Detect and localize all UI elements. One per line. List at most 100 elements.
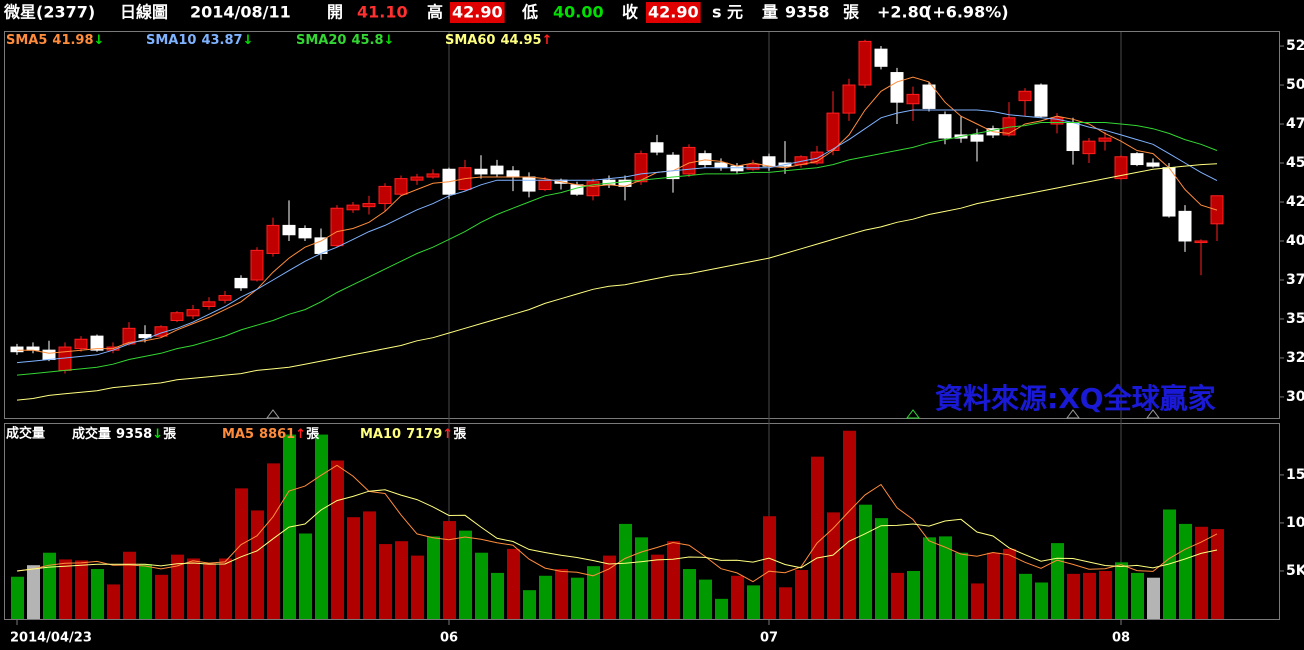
candle-body [410, 176, 424, 181]
legend-unit: 張 [306, 427, 320, 442]
x-tick-label: 2014/04/23 [10, 631, 92, 646]
header-text: +2.80 [877, 3, 930, 22]
x-tick-label: 08 [1112, 631, 1130, 646]
candle-body [170, 312, 184, 322]
panel-title: 成交量 [6, 426, 45, 442]
volume-bar [315, 434, 328, 619]
volume-bar [107, 584, 120, 619]
volume-bar [923, 537, 936, 619]
y-tick-label: 45 [1286, 155, 1304, 171]
legend-name: MA10 [360, 427, 401, 442]
x-tick-label: 07 [760, 631, 778, 646]
volume-bar [523, 590, 536, 619]
legend-unit: 張 [453, 427, 467, 442]
volume-bar [59, 559, 72, 619]
volume-bar [427, 536, 440, 619]
legend-name: SMA60 [445, 33, 495, 48]
legend-unit: 張 [163, 427, 177, 442]
volume-bar [891, 572, 904, 619]
volume-bar [187, 558, 200, 619]
candle-body [1034, 84, 1048, 117]
volume-bar [1131, 572, 1144, 619]
header-text: (+6.98%) [925, 3, 1009, 22]
header-text: 元 [727, 3, 743, 22]
candle-body [1178, 210, 1192, 242]
candle-body [1114, 156, 1128, 180]
volume-bar [1003, 548, 1016, 619]
volume-bar [571, 577, 584, 619]
header-text: 開 [327, 3, 343, 22]
volume-bar [203, 563, 216, 619]
candle-body [634, 153, 648, 183]
candle-body [874, 48, 888, 67]
volume-bar [875, 518, 888, 619]
legend-name: 成交量 [72, 426, 111, 442]
volume-bar [939, 536, 952, 619]
legend-entry: SMA60 44.95↑ [445, 33, 552, 48]
volume-bar [715, 598, 728, 619]
candle-body [346, 204, 360, 211]
sma-line [16, 163, 1218, 401]
candle-body [394, 178, 408, 195]
volume-bar [443, 521, 456, 619]
legend-entry: SMA10 43.87↓ [146, 33, 253, 48]
volume-bar [1147, 577, 1160, 619]
header-text: 41.10 [357, 3, 408, 22]
candle-body [282, 224, 296, 236]
volume-bar [43, 552, 56, 619]
legend-name: SMA10 [146, 33, 196, 48]
legend-arrow: ↓ [243, 33, 254, 48]
y-tick-label: 35 [1286, 311, 1304, 327]
candle-body [1162, 167, 1176, 217]
header-text: 張 [843, 3, 860, 22]
volume-bar [843, 430, 856, 619]
volume-bar [603, 555, 616, 619]
y-tick-label: 50 [1286, 77, 1304, 93]
y-tick-label: 37 [1286, 272, 1304, 288]
candle-body [1098, 137, 1112, 142]
candle-body [234, 277, 248, 289]
candle-body [746, 164, 760, 170]
value-box [450, 2, 505, 23]
volume-bar [811, 456, 824, 619]
volume-bar [491, 572, 504, 619]
candle-body [762, 156, 776, 167]
candle-body [378, 185, 392, 205]
volume-bar [1019, 573, 1032, 619]
volume-bar [1115, 562, 1128, 619]
legend-arrow: ↓ [94, 33, 105, 48]
candle-body [298, 228, 312, 239]
legend-value: 41.98 [52, 33, 93, 48]
candle-body [826, 112, 840, 152]
candle-body [922, 84, 936, 109]
header-text: 高 [427, 3, 443, 22]
legend-arrow: ↓ [384, 33, 395, 48]
volume-bar [699, 579, 712, 619]
volume-bar [251, 510, 264, 619]
candle-body [506, 170, 520, 178]
volume-bar [395, 541, 408, 619]
candle-body [426, 173, 440, 178]
candle-body [1082, 140, 1096, 155]
legend-name: MA5 [222, 427, 254, 442]
legend-value: 7179 [406, 427, 442, 442]
candle-body [474, 168, 488, 175]
volume-bar [619, 523, 632, 619]
legend-arrow: ↓ [152, 427, 163, 442]
legend-value: 8861 [259, 427, 295, 442]
candle-body [938, 114, 952, 139]
header-text: 微星(2377) [3, 3, 95, 22]
legend-arrow: ↑ [542, 33, 553, 48]
value-box [646, 2, 701, 23]
legend-entry: MA5 8861↑張 [222, 427, 320, 442]
volume-bar [667, 541, 680, 619]
x-tick-label: 06 [440, 631, 458, 646]
volume-bar [411, 555, 424, 619]
candle-body [250, 249, 264, 281]
candle-body [74, 338, 88, 350]
volume-bar [267, 463, 280, 619]
volume-bar [635, 537, 648, 619]
candle-body [858, 40, 872, 86]
